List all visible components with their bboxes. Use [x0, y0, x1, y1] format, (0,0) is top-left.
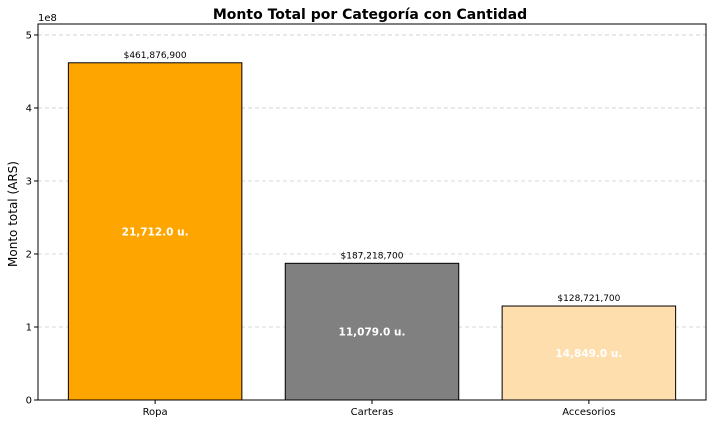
x-tick-label: Accesorios: [562, 407, 615, 418]
y-tick-label: 4: [26, 103, 32, 114]
bar-quantity-label: 14,849.0 u.: [555, 348, 622, 360]
plot-frame: [37, 23, 707, 401]
y-tick-label: 2: [26, 249, 32, 260]
x-tick-label: Ropa: [143, 407, 168, 418]
x-tick-label: Carteras: [351, 407, 394, 418]
y-tick-label: 3: [26, 176, 32, 187]
y-axis-label: Monto total (ARS): [6, 161, 20, 267]
bar-value-label: $187,218,700: [341, 251, 404, 261]
bar-accesorios: [501, 305, 677, 401]
y-tick-label: 1: [26, 322, 32, 333]
bar-value-label: $128,721,700: [557, 294, 620, 304]
y-tick-label: 5: [26, 30, 32, 41]
chart-title: Monto Total por Categoría con Cantidad: [213, 7, 527, 23]
bar-ropa: [67, 62, 243, 401]
bars: $461,876,900 21,712.0 u. $187,218,700 11,07…: [67, 51, 677, 401]
y-tick-label: 0: [26, 396, 32, 407]
x-axis-ticks: Ropa Carteras Accesorios: [143, 400, 616, 418]
bar-quantity-label: 21,712.0 u.: [122, 226, 189, 238]
y-axis-scale-label: 1e8: [38, 13, 57, 24]
bar-value-label: $461,876,900: [124, 51, 187, 61]
bar-quantity-label: 11,079.0 u.: [339, 327, 406, 339]
y-axis-ticks: 0 1 2 3 4 5: [26, 30, 38, 407]
